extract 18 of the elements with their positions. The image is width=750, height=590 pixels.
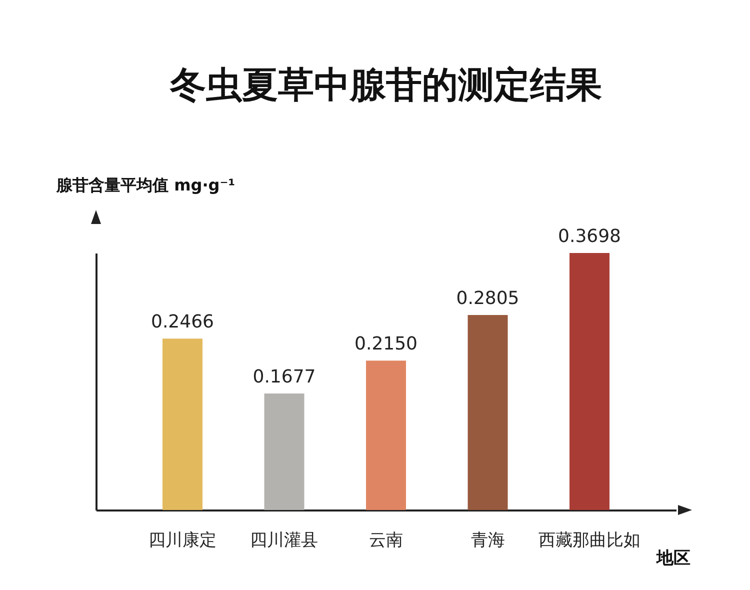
data-label: 0.2805 (456, 288, 520, 310)
bar (162, 338, 202, 510)
x-tick-label: 云南 (369, 530, 403, 550)
x-tick-label: 青海 (470, 530, 505, 550)
chart-title: 冬虫夏草中腺苷的测定结果 (169, 65, 602, 106)
bar (366, 360, 406, 510)
data-label: 0.3698 (558, 226, 621, 247)
bar (264, 393, 304, 510)
x-tick-label: 四川灌县 (250, 530, 318, 550)
y-axis-title: 腺苷含量平均值 mg·g⁻¹ (56, 176, 236, 194)
x-tick-label: 西藏那曲比如 (538, 530, 641, 550)
data-label: 0.2466 (151, 312, 214, 333)
data-label: 0.1677 (252, 366, 316, 388)
data-label: 0.2150 (354, 334, 418, 355)
x-tick-label: 四川康定 (148, 530, 216, 550)
x-axis-title: 地区 (656, 548, 690, 568)
bar (570, 253, 610, 510)
bar (468, 315, 508, 510)
